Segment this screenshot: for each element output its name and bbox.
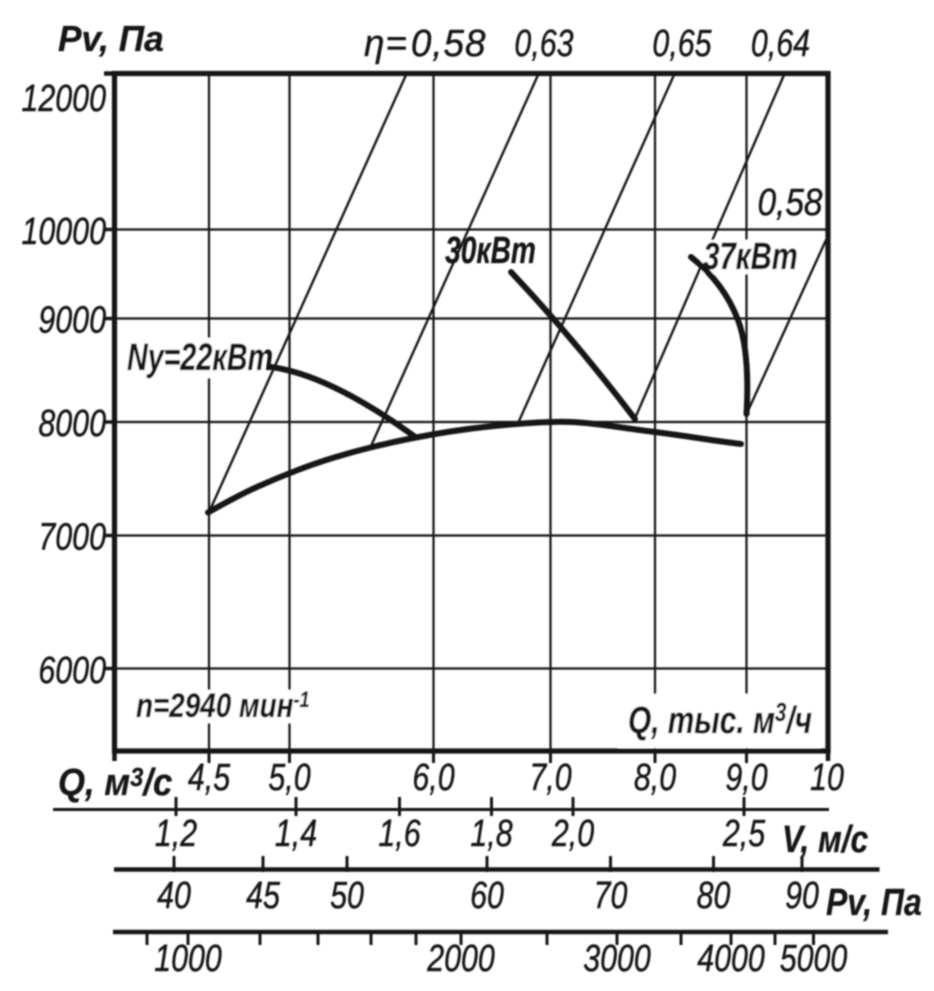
svg-text:10000: 10000	[21, 211, 106, 253]
svg-text:90: 90	[785, 875, 819, 917]
svg-text:8000: 8000	[38, 403, 106, 445]
svg-text:9000: 9000	[38, 299, 106, 341]
svg-text:9,0: 9,0	[725, 757, 767, 799]
svg-text:7,0: 7,0	[529, 757, 571, 799]
svg-text:60: 60	[470, 875, 504, 917]
svg-text:4,5: 4,5	[188, 757, 231, 799]
svg-text:1000: 1000	[154, 938, 222, 980]
svg-text:Pv, Па: Pv, Па	[58, 19, 164, 59]
svg-text:37кВт: 37кВт	[703, 235, 798, 278]
svg-text:0,63: 0,63	[514, 23, 573, 65]
svg-text:80: 80	[697, 875, 731, 917]
svg-text:5,0: 5,0	[268, 757, 310, 799]
svg-text:V, м/с: V, м/с	[782, 818, 868, 860]
svg-text:6,0: 6,0	[412, 757, 454, 799]
svg-text:2000: 2000	[426, 938, 495, 980]
svg-text:45: 45	[246, 875, 281, 917]
svg-text:2,5: 2,5	[722, 813, 766, 855]
svg-text:30кВт: 30кВт	[445, 230, 536, 272]
svg-text:η=0,58: η=0,58	[364, 21, 486, 64]
svg-text:6000: 6000	[38, 650, 106, 692]
svg-text:1,4: 1,4	[275, 813, 317, 855]
svg-text:Q, м3/с: Q, м3/с	[58, 761, 172, 804]
svg-text:0,64: 0,64	[751, 23, 810, 65]
svg-text:70: 70	[594, 875, 628, 917]
svg-text:4000: 4000	[697, 938, 765, 980]
svg-text:1,6: 1,6	[378, 813, 421, 855]
svg-text:10: 10	[810, 757, 844, 799]
svg-text:7000: 7000	[38, 516, 106, 558]
svg-text:0,65: 0,65	[652, 23, 712, 65]
svg-text:12000: 12000	[21, 78, 106, 120]
svg-text:8,0: 8,0	[634, 757, 676, 799]
svg-text:Pv, Па: Pv, Па	[826, 881, 922, 923]
svg-text:1,8: 1,8	[470, 813, 512, 855]
svg-text:50: 50	[330, 875, 364, 917]
svg-text:2,0: 2,0	[551, 813, 594, 855]
svg-text:40: 40	[157, 875, 191, 917]
svg-text:0,58: 0,58	[757, 181, 822, 223]
svg-text:5000: 5000	[780, 938, 848, 980]
svg-text:Ny=22кВт: Ny=22кВт	[127, 337, 273, 379]
svg-text:1,2: 1,2	[155, 813, 197, 855]
svg-text:n=2940 мин-1: n=2940 мин-1	[136, 686, 310, 724]
svg-text:3000: 3000	[583, 938, 651, 980]
